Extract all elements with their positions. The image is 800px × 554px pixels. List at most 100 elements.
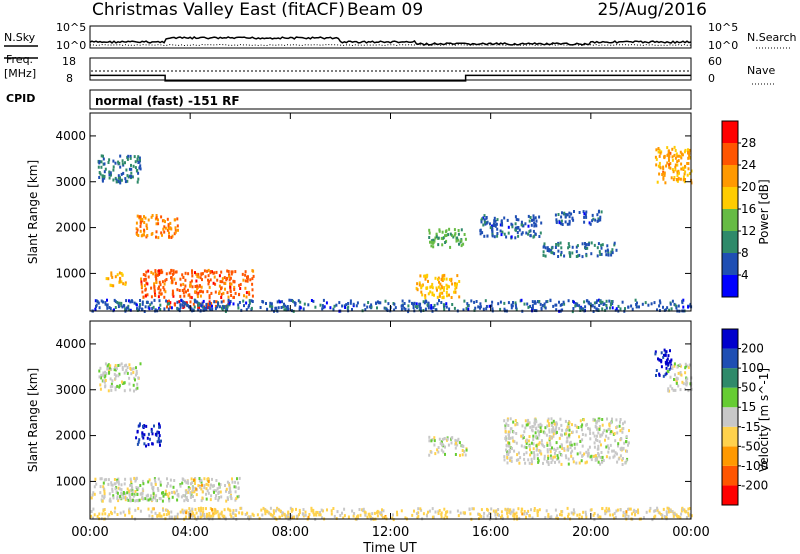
data-cell xyxy=(512,301,514,304)
data-cell xyxy=(665,513,668,516)
data-cell xyxy=(129,488,132,492)
data-cell xyxy=(608,509,611,513)
data-cell xyxy=(165,278,168,281)
data-cell xyxy=(664,373,667,377)
data-cell xyxy=(545,300,548,304)
data-cell xyxy=(209,486,212,490)
data-cell xyxy=(501,223,504,227)
data-cell xyxy=(298,508,301,512)
data-cell xyxy=(680,512,683,516)
data-cell xyxy=(179,510,182,514)
data-cell xyxy=(190,307,193,311)
data-cell xyxy=(121,273,124,277)
data-cell xyxy=(90,510,93,513)
data-cell xyxy=(437,510,440,514)
data-cell xyxy=(167,509,169,513)
data-cell xyxy=(152,496,155,500)
data-cell xyxy=(571,216,574,220)
data-cell xyxy=(196,295,199,299)
data-cell xyxy=(319,511,321,514)
nave-label: Nave xyxy=(747,64,775,77)
data-cell xyxy=(381,508,383,512)
data-cell xyxy=(150,232,153,236)
data-cell xyxy=(93,513,96,517)
y-tick-label: 2000 xyxy=(55,429,86,443)
data-cell xyxy=(276,300,279,304)
data-cell xyxy=(352,514,355,518)
data-cell xyxy=(158,431,160,435)
data-cell xyxy=(244,273,247,277)
data-cell xyxy=(613,241,616,245)
data-cell xyxy=(506,511,509,515)
data-cell xyxy=(448,307,451,311)
data-cell xyxy=(558,436,561,440)
data-cell xyxy=(660,351,663,355)
data-cell xyxy=(468,507,471,511)
data-cell xyxy=(591,213,594,217)
data-cell xyxy=(198,306,201,310)
data-cell xyxy=(450,436,453,440)
data-cell xyxy=(458,295,461,299)
data-cell xyxy=(210,302,213,305)
data-cell xyxy=(428,439,431,443)
data-cell xyxy=(404,516,407,520)
data-cell xyxy=(190,279,193,283)
data-cell xyxy=(117,174,120,178)
data-cell xyxy=(261,300,264,303)
data-cell xyxy=(155,222,158,226)
data-cell xyxy=(438,229,441,233)
data-cell xyxy=(218,290,221,294)
data-cell xyxy=(557,255,560,258)
data-cell xyxy=(119,276,121,280)
data-cell xyxy=(443,516,446,520)
data-cell xyxy=(102,371,105,375)
data-cell xyxy=(241,512,244,516)
data-cell xyxy=(528,230,531,234)
data-cell xyxy=(544,516,547,520)
data-cell xyxy=(122,493,125,497)
data-cell xyxy=(579,419,582,423)
data-cell xyxy=(596,439,599,442)
data-cell xyxy=(682,298,685,302)
data-cell xyxy=(211,477,213,481)
data-cell xyxy=(128,167,131,171)
data-cell xyxy=(108,173,111,177)
data-region xyxy=(90,476,241,503)
data-cell xyxy=(134,499,137,503)
data-cell xyxy=(205,497,208,501)
data-cell xyxy=(171,292,174,296)
data-cell xyxy=(437,446,440,450)
data-cell xyxy=(596,254,599,258)
data-cell xyxy=(130,171,133,175)
data-cell xyxy=(215,489,218,493)
data-cell xyxy=(597,217,600,221)
data-cell xyxy=(433,436,436,440)
data-cell xyxy=(126,491,129,495)
data-cell xyxy=(291,516,294,520)
data-cell xyxy=(117,305,120,309)
data-cell xyxy=(104,379,107,382)
data-cell xyxy=(657,164,660,168)
data-cell xyxy=(162,227,165,231)
data-cell xyxy=(113,372,116,376)
data-cell xyxy=(508,444,511,448)
data-cell xyxy=(429,240,431,244)
data-cell xyxy=(191,507,194,511)
data-cell xyxy=(147,275,150,279)
data-cell xyxy=(492,509,495,513)
data-cell xyxy=(321,304,324,308)
data-cell xyxy=(507,225,510,229)
data-cell xyxy=(687,156,690,160)
data-cell xyxy=(329,306,332,310)
data-cell xyxy=(546,424,549,428)
data-cell xyxy=(205,305,208,309)
data-cell xyxy=(517,234,520,238)
data-cell xyxy=(593,418,596,422)
data-cell xyxy=(115,491,118,494)
data-cell xyxy=(633,508,636,512)
data-cell xyxy=(469,512,472,516)
data-cell xyxy=(619,307,622,311)
data-cell xyxy=(584,433,587,437)
data-cell xyxy=(271,514,274,518)
data-cell xyxy=(558,221,561,225)
